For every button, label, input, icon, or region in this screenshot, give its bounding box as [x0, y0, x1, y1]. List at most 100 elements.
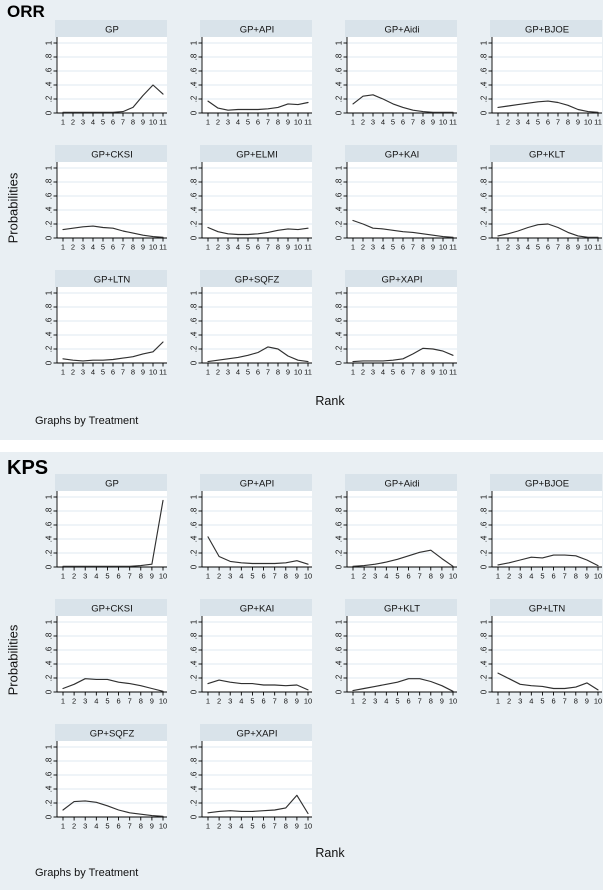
subplot-title: GP+SQFZ	[235, 275, 280, 286]
x-tick-label: 8	[284, 697, 288, 706]
y-tick-label: .4	[45, 206, 54, 213]
x-tick-label: 3	[83, 822, 87, 831]
y-tick-label: .4	[480, 206, 489, 213]
y-tick-label: .2	[480, 549, 489, 556]
subplot-header	[55, 270, 167, 287]
plot-area	[202, 491, 312, 567]
subplot-header	[200, 20, 312, 37]
subplot-gp-klt: GP+KLT 0.2.4.6.8 1 1 2 3 4 5 6 7 8 9 10 11	[457, 145, 602, 253]
x-tick-label: 6	[546, 243, 550, 252]
gridlines	[57, 167, 167, 225]
x-tick-label: 3	[371, 243, 375, 252]
x-tick-label: 2	[71, 368, 75, 377]
probability-line	[207, 794, 309, 815]
subplot-header	[200, 599, 312, 616]
y-tick-label: .2	[480, 95, 489, 102]
x-tick-label: 9	[141, 368, 145, 377]
subplot-gp-cksi: GP+CKSI 0.2.4.6.8 1 1 2 3 4 5 6 7 8 9 10 11	[22, 145, 167, 253]
x-tick-label: 10	[594, 572, 602, 581]
x-tick-label: 11	[594, 118, 602, 127]
subplot-gp-ltn: GP+LTN 0.2.4.6.8 1 1 2 3 4 5 6 7 8 9 10 11	[22, 270, 167, 378]
subplot-title: GP+BJOE	[525, 479, 569, 490]
x-tick-label: 5	[250, 697, 254, 706]
y-tick-label: .4	[335, 660, 344, 667]
axes: 0.2.4.6.811 2 3 4 5 6 7 8 9 10	[335, 491, 457, 581]
y-tick-label: .2	[190, 674, 199, 681]
y-tick-label: .4	[45, 785, 54, 792]
x-tick-label: 1	[206, 697, 210, 706]
y-tick-label: .4	[190, 660, 199, 667]
x-tick-label: 10	[304, 822, 312, 831]
x-tick-label: 5	[246, 118, 250, 127]
y-tick-label: .2	[45, 799, 54, 806]
y-tick-label: .4	[190, 535, 199, 542]
subplot-title: GP+CKSI	[91, 604, 132, 615]
x-tick-label: 10	[439, 368, 447, 377]
plot-area	[492, 491, 602, 567]
y-tick-label: .4	[190, 206, 199, 213]
subplot-title: GP+KLT	[529, 150, 565, 161]
x-tick-label: 11	[449, 368, 457, 377]
subplot-header	[345, 599, 457, 616]
y-tick-label: 1	[45, 40, 54, 45]
x-tick-label: 1	[61, 243, 65, 252]
gridlines	[492, 621, 602, 679]
axes: 0.2.4.6.811 2 3 4 5 6 7 8 9 10 11	[480, 162, 602, 252]
x-tick-label: 6	[261, 572, 265, 581]
x-tick-label: 5	[246, 243, 250, 252]
x-tick-label: 1	[206, 572, 210, 581]
plot-area	[347, 162, 457, 238]
plot-area	[57, 287, 167, 363]
x-tick-label: 6	[111, 243, 115, 252]
subplot-header	[345, 270, 457, 287]
x-tick-label: 3	[81, 368, 85, 377]
x-tick-label: 1	[206, 822, 210, 831]
subplot-title: GP+LTN	[94, 275, 131, 286]
x-tick-label: 4	[91, 118, 95, 127]
plot-area	[492, 616, 602, 692]
x-tick-label: 6	[261, 697, 265, 706]
subplot-title: GP+KAI	[240, 604, 275, 615]
x-tick-label: 3	[373, 572, 377, 581]
x-tick-label: 1	[61, 822, 65, 831]
subplot-header	[55, 145, 167, 162]
x-tick-label: 4	[239, 572, 243, 581]
x-tick-label: 1	[351, 368, 355, 377]
y-tick-label: .6	[45, 521, 54, 528]
plot-area	[492, 162, 602, 238]
probability-line	[207, 100, 309, 111]
y-tick-label: 0	[45, 814, 54, 819]
y-tick-label: .8	[190, 632, 199, 639]
x-tick-label: 9	[585, 572, 589, 581]
x-tick-label: 9	[150, 572, 154, 581]
x-tick-label: 7	[266, 243, 270, 252]
subplot-title: GP+XAPI	[237, 729, 278, 740]
x-tick-label: 1	[496, 243, 500, 252]
x-tick-label: 9	[440, 697, 444, 706]
y-tick-label: 1	[45, 744, 54, 749]
x-tick-label: 4	[384, 572, 388, 581]
x-tick-label: 3	[228, 697, 232, 706]
y-tick-label: .6	[335, 317, 344, 324]
subplot-gp-bjoe: GP+BJOE 0.2.4.6.8 1 1 2 3 4 5 6 7 8 9 10 11	[457, 20, 602, 128]
gridlines	[202, 496, 312, 554]
subplot-header	[200, 270, 312, 287]
subplot-gp-cksi: GP+CKSI 0.2.4.6.8 1 1 2 3 4 5 6 7 8 9 10	[22, 599, 167, 707]
x-tick-label: 8	[429, 697, 433, 706]
y-tick-label: 0	[190, 814, 199, 819]
x-tick-label: 3	[371, 118, 375, 127]
x-tick-label: 5	[250, 572, 254, 581]
subplot-title: GP+Aidi	[384, 25, 419, 36]
subplot-gp: GP 0.2.4.6.8 1 1 2 3 4 5 6 7 8 9 10 11	[22, 20, 167, 128]
x-tick-label: 7	[411, 368, 415, 377]
subplot-header	[55, 474, 167, 491]
x-tick-label: 6	[406, 697, 410, 706]
x-tick-label: 7	[273, 697, 277, 706]
y-tick-label: .2	[190, 345, 199, 352]
axes: 0.2.4.6.811 2 3 4 5 6 7 8 9 10 11	[335, 162, 457, 252]
x-tick-label: 6	[401, 118, 405, 127]
